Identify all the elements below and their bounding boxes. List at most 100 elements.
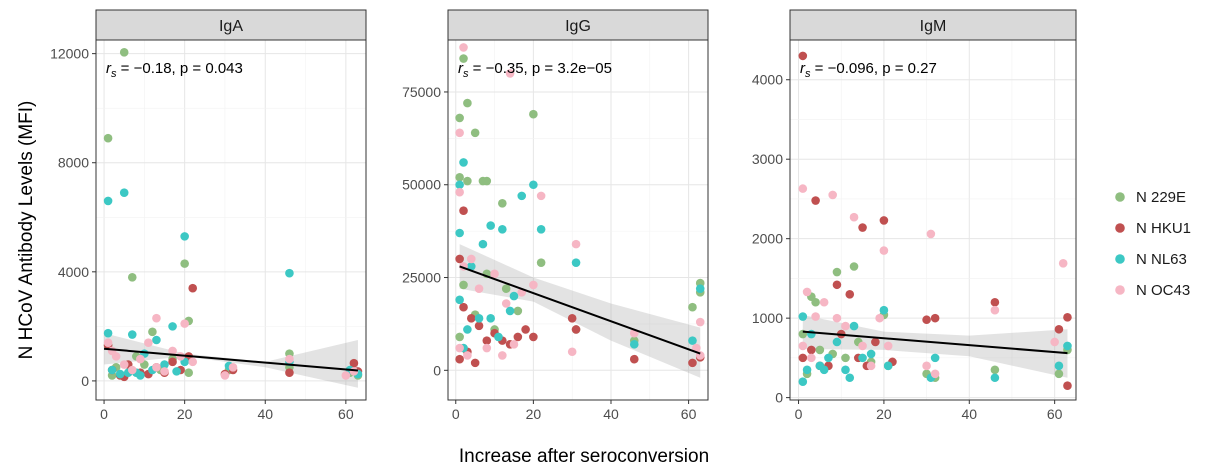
data-point: [841, 321, 850, 331]
panel-border: [95, 39, 367, 401]
data-point: [136, 354, 145, 364]
data-point: [152, 313, 161, 323]
data-point: [513, 332, 523, 342]
data-point: [349, 358, 359, 368]
data-point: [529, 109, 538, 119]
data-point: [798, 312, 808, 321]
y-tick-label: 75000: [402, 84, 441, 100]
data-point: [990, 297, 1000, 307]
data-point: [490, 269, 499, 279]
data-point: [463, 98, 472, 108]
panel-border: [789, 39, 1077, 401]
data-point: [455, 343, 464, 353]
y-tick-label: 3000: [752, 151, 783, 167]
data-point: [188, 357, 198, 367]
data-point: [127, 330, 137, 339]
data-point: [459, 206, 468, 216]
data-point: [845, 290, 855, 299]
data-point: [148, 327, 157, 337]
x-axis: 0 20 40 60: [795, 400, 1063, 422]
data-point: [285, 354, 294, 364]
data-point: [798, 377, 808, 387]
data-point: [883, 361, 893, 371]
data-point: [455, 228, 464, 238]
data-point: [463, 351, 472, 360]
data-point: [832, 267, 842, 277]
data-point: [688, 302, 697, 312]
data-point: [482, 336, 492, 345]
data-point: [103, 133, 113, 143]
legend-swatch: [1115, 192, 1125, 202]
facet-strip: [447, 9, 709, 41]
data-point: [798, 353, 808, 363]
facet-strip-label: IgA: [219, 18, 243, 35]
data-point: [845, 373, 855, 383]
data-point: [695, 317, 705, 327]
x-tick-label: 40: [961, 406, 977, 422]
facet-strip-label: IgG: [565, 18, 591, 35]
y-axis: 0 1000 2000 3000 4000: [752, 72, 790, 406]
data-point: [922, 315, 931, 325]
data-point: [180, 319, 189, 328]
series-n-oc43: [798, 184, 1068, 379]
legend-swatch: [1115, 254, 1125, 264]
data-point: [1063, 381, 1072, 390]
x-tick-label: 40: [603, 406, 619, 422]
data-point: [811, 297, 820, 307]
data-point: [103, 328, 113, 338]
data-point: [567, 347, 577, 357]
data-point: [103, 196, 113, 206]
x-tick-label: 0: [100, 406, 108, 422]
facet-strip: [789, 9, 1077, 41]
data-point: [152, 335, 161, 345]
data-point: [571, 325, 581, 334]
data-point: [482, 176, 492, 186]
data-point: [463, 176, 472, 186]
data-point: [455, 295, 464, 305]
data-point: [922, 361, 931, 371]
data-point: [841, 365, 850, 375]
data-point: [466, 254, 476, 264]
panel-border: [447, 39, 709, 401]
data-point: [285, 368, 294, 378]
data-point: [494, 332, 503, 342]
data-point: [466, 262, 476, 271]
data-point: [459, 43, 468, 52]
data-point: [1054, 361, 1064, 371]
data-point: [1058, 259, 1068, 268]
series-n-nl63: [455, 158, 705, 353]
legend-item-n-nl63: N NL63: [1115, 251, 1187, 268]
data-point: [807, 345, 816, 355]
x-axis-title: Increase after seroconversion: [459, 446, 709, 467]
data-point: [536, 191, 546, 201]
data-point: [498, 224, 507, 234]
legend-item-n-hku1: N HKU1: [1115, 220, 1191, 237]
legend-item-n-oc43: N OC43: [1115, 282, 1190, 299]
data-point: [536, 224, 546, 234]
facet-strip-label: IgM: [920, 18, 947, 35]
data-point: [144, 338, 153, 348]
data-point: [501, 284, 511, 293]
data-point: [1063, 313, 1072, 322]
legend-swatch: [1115, 223, 1125, 233]
data-point: [811, 312, 820, 321]
legend-label: N HKU1: [1136, 220, 1191, 237]
data-point: [990, 305, 1000, 315]
legend-swatch: [1115, 285, 1125, 295]
data-point: [152, 362, 161, 372]
legend-label: N 229E: [1136, 189, 1186, 206]
regression-line: [802, 330, 1068, 355]
data-point: [119, 188, 129, 198]
data-point: [798, 51, 808, 61]
data-point: [849, 321, 859, 331]
data-point: [188, 283, 198, 293]
legend: N 229E N HKU1 N NL63 N OC43: [1115, 189, 1191, 299]
data-point: [455, 180, 464, 190]
data-point: [455, 173, 464, 182]
data-point: [498, 351, 507, 360]
y-axis: 0 25000 50000 75000: [402, 84, 448, 378]
data-point: [172, 367, 181, 376]
y-tick-label: 4000: [752, 72, 783, 88]
data-point: [184, 368, 193, 378]
y-tick-label: 2000: [752, 231, 783, 247]
